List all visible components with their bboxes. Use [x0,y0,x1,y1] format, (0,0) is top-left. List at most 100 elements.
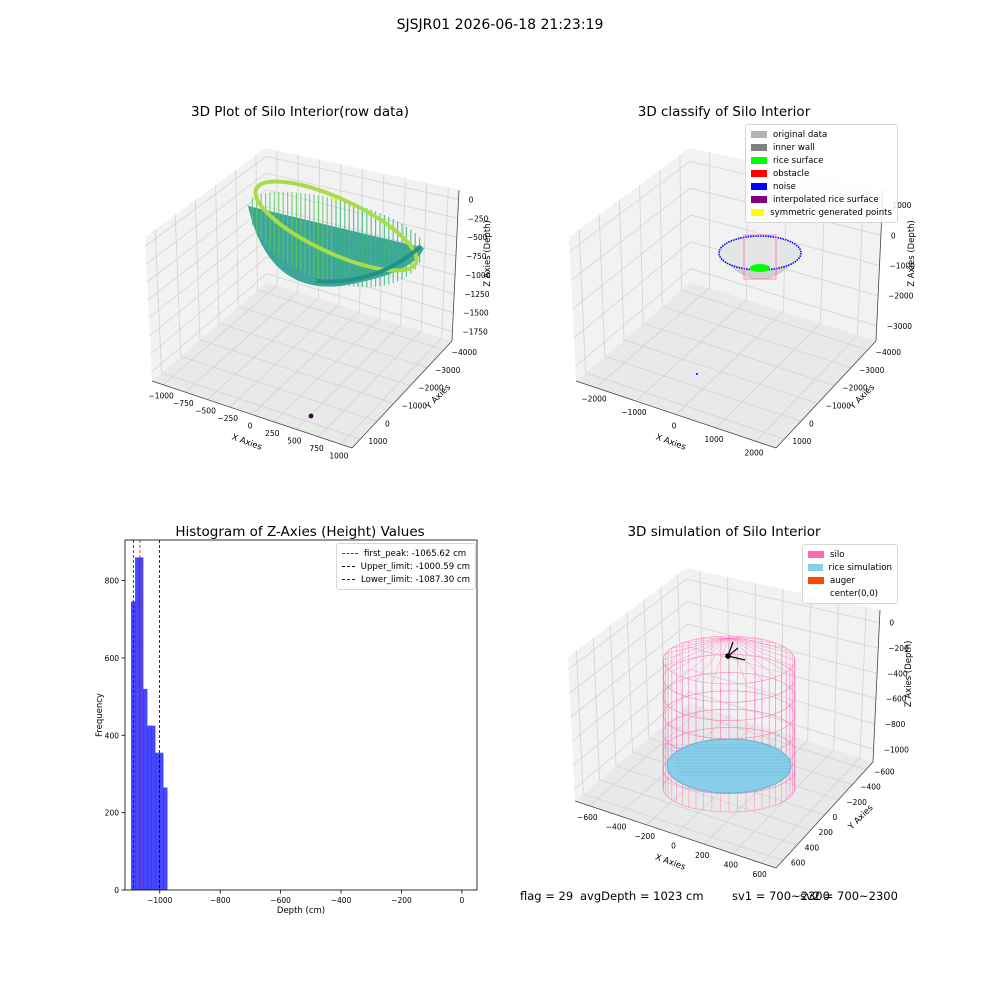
y-tick-label: 0 [385,419,390,428]
y-gridline [677,574,867,770]
noise-point [696,373,698,375]
x-tick-label: −600 [270,896,291,905]
z-tick-label: −1000 [884,745,910,754]
x-gridline [715,177,826,429]
y-gridline [154,229,361,440]
y-tick-label: −4000 [876,348,902,357]
x-tick-label: 200 [695,851,710,860]
flag-text: flag = 29 [520,889,574,903]
silo-roof-wire [728,637,776,644]
legend-label: center(0,0) [830,588,879,599]
y-gridline [235,170,428,369]
x-tick-label: −500 [195,407,216,416]
y-tick-label: −600 [874,768,895,777]
y-gridline [598,214,802,422]
z-gridline [573,241,879,339]
x-tick-label: −200 [391,896,412,905]
x-gridline [318,182,428,438]
y-gridline [659,170,852,369]
z-tick-label: −1000 [465,271,491,280]
legend-label: silo [830,549,845,560]
legend-label: symmetric generated points [770,207,892,218]
plot3-title: Histogram of Z-Axies (Height) Values [175,524,425,540]
silo-roof-wire [665,637,730,655]
legend-entry: first_peak: -1065.62 cm [342,547,470,560]
legend-swatch [808,564,823,571]
legend-entry: silo [808,548,892,561]
histogram-bar [155,752,160,890]
back-wall-pane [686,568,880,762]
z-gridline [575,268,877,367]
y-gridline [609,625,811,831]
plot4-3d-axes: −600 −400 −200 0 200 400 600 600 400 200 0 −200 −400… [568,568,914,879]
z-tick-label: 1000 [892,201,911,210]
z-gridline [145,155,459,247]
z-tick-label: −600 [886,695,907,704]
y-gridline [215,185,411,386]
y-tick-label: 0 [833,813,838,822]
silo-roof-wire [695,637,730,640]
plot2-title: 3D classify of Silo Interior [637,104,811,120]
z-axis-line [872,609,881,763]
legend-line-sample [342,579,355,580]
legend-label: noise [773,181,796,192]
x-gridline [761,606,867,864]
silo-roof-wire [682,637,730,678]
y-gridline [592,637,797,846]
legend-swatch [751,183,767,190]
legend-label: original data [773,129,828,140]
y-tick-label: 400 [105,731,120,740]
x-gridline [185,154,299,393]
x-tick-label: −200 [634,832,655,841]
y-gridline [619,199,818,404]
z-gridline [571,646,877,742]
y-tick-label: 1000 [792,437,811,446]
y-tick-label: −2000 [418,384,444,393]
legend-entry: original data [751,128,892,141]
x-axis-line [574,800,777,869]
legend-swatch [751,196,767,203]
z-gridline [574,691,874,790]
silo-roof-wire [695,637,730,681]
silo-outline [743,234,777,280]
legend-swatch [751,209,765,216]
top-point [333,198,337,202]
y-gridline [576,650,784,861]
bowl-bottom-edge [315,244,423,284]
y-axis-line [351,340,453,449]
y-tick-label: 1000 [368,437,387,446]
y-axis-label: Y Axies [846,803,876,833]
z-tick-label: −500 [467,233,488,242]
x-tick-label: 1000 [704,435,723,444]
x-tick-label: 500 [287,436,302,445]
legend-swatch [751,131,767,138]
x-tick-label: −1000 [621,408,647,417]
y-tick-label: −4000 [452,348,478,357]
x-tick-label: −400 [331,896,352,905]
legend-swatch [751,144,767,151]
x-gridline [340,187,449,445]
figure-title: SJSJR01 2026-06-18 21:23:19 [396,17,604,33]
histogram-bar [159,752,164,890]
silo-roof-wire [711,637,730,684]
legend-label: Upper_limit: -1000.59 cm [360,561,470,572]
histogram-bar [135,557,140,890]
plot4-title: 3D simulation of Silo Interior [627,524,821,540]
legend-entry: symmetric generated points [751,206,892,219]
plot4-legend: silo rice simulation auger center(0,0) [802,544,898,604]
legend-swatch [808,577,824,584]
y-tick-label: 200 [105,809,120,818]
legend-label: rice surface [773,155,824,166]
y-tick-label: −1000 [402,401,428,410]
histogram-bar [147,725,152,890]
z-axis-label: Z Axies (Depth) [483,220,493,287]
y-axis-line [775,340,877,449]
avg-depth-text: avgDepth = 1023 cm [580,889,704,903]
x-tick-label: 1000 [329,451,348,460]
plot3-histogram: −1000 −800 −600 −400 −200 0 0 200 400 600 800 Depth… [95,539,478,916]
x-tick-label: −600 [577,813,598,822]
y-tick-label: 600 [791,858,806,867]
plot1-3d-axes: −1000−750−500−2500250500750100010000−100… [145,148,493,460]
z-tick-label: 0 [889,619,894,628]
